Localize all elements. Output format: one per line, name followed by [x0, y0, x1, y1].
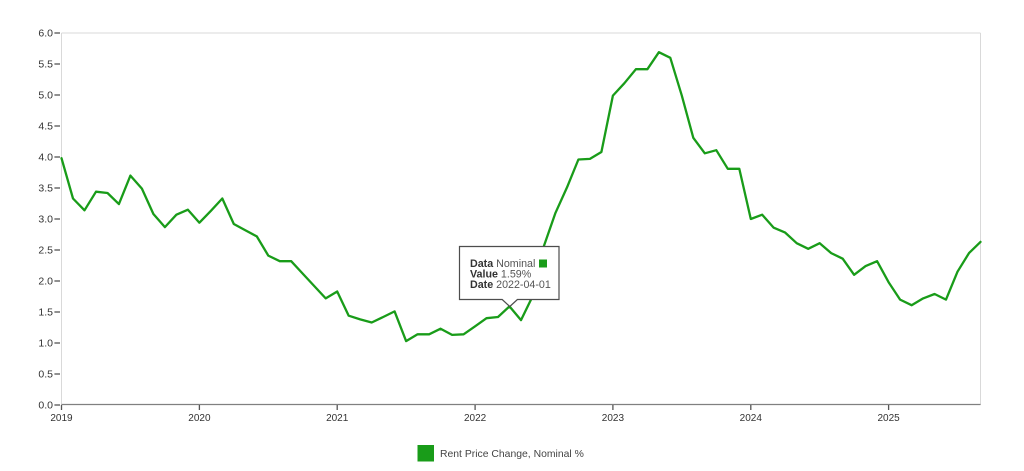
svg-text:3.0: 3.0 [38, 214, 53, 226]
svg-text:5.0: 5.0 [38, 90, 53, 102]
svg-text:3.5: 3.5 [38, 183, 53, 195]
svg-text:5.5: 5.5 [38, 59, 53, 71]
svg-text:2.5: 2.5 [38, 245, 53, 257]
svg-text:2.0: 2.0 [38, 276, 53, 288]
svg-text:Date 2022-04-01: Date 2022-04-01 [470, 279, 551, 291]
svg-text:2022: 2022 [464, 413, 487, 424]
svg-text:2019: 2019 [50, 413, 73, 424]
svg-text:Rent Price Change, Nominal %: Rent Price Change, Nominal % [440, 449, 584, 460]
svg-text:Data Nominal: Data Nominal [470, 258, 535, 270]
svg-text:1.5: 1.5 [38, 307, 53, 319]
svg-text:2025: 2025 [877, 413, 900, 424]
svg-text:2021: 2021 [326, 413, 349, 424]
svg-text:4.5: 4.5 [38, 121, 53, 133]
svg-text:0.0: 0.0 [38, 400, 53, 412]
svg-text:2020: 2020 [188, 413, 211, 424]
svg-text:0.5: 0.5 [38, 369, 53, 381]
svg-text:2023: 2023 [602, 413, 625, 424]
svg-text:Value 1.59%: Value 1.59% [470, 269, 532, 281]
svg-text:6.0: 6.0 [38, 28, 53, 40]
svg-text:2024: 2024 [740, 413, 763, 424]
svg-text:4.0: 4.0 [38, 152, 53, 164]
svg-text:1.0: 1.0 [38, 338, 53, 350]
